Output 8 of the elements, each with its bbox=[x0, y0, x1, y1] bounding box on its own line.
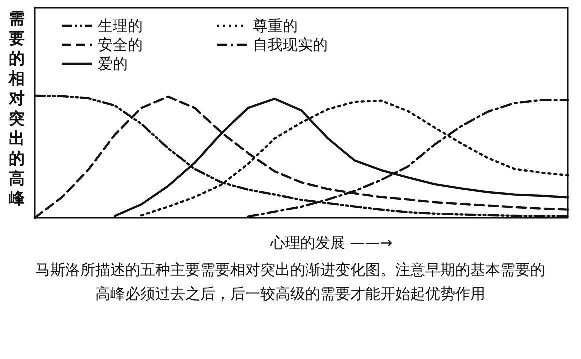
legend-label: 尊重的 bbox=[253, 17, 298, 35]
legend-label: 自我现实的 bbox=[253, 36, 328, 54]
text: 需要的相对突出的高峰 bbox=[9, 9, 25, 208]
legend-label: 生理的 bbox=[98, 17, 143, 35]
text: 马斯洛所描述的五种主要需要相对突出的渐进变化图。注意早期的基本需要的高峰必须过去之后，后一较高级的需要才能开始起优势作用 bbox=[34, 260, 546, 305]
legend-label: 爱的 bbox=[98, 55, 128, 73]
x-axis-title: 心理的发展 ——→ bbox=[269, 234, 393, 252]
legend-label: 安全的 bbox=[98, 36, 143, 54]
